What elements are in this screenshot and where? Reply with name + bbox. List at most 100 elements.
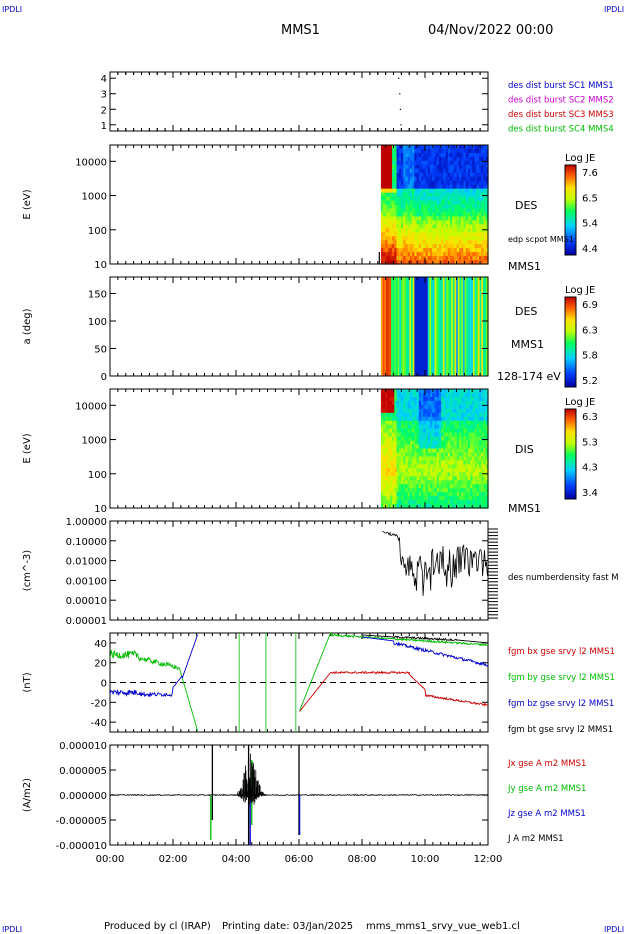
heatmap-cell xyxy=(416,456,420,461)
y-axis-label: (cm^-3) xyxy=(22,550,33,591)
heatmap-cell xyxy=(396,464,400,469)
heatmap-cell xyxy=(472,220,476,225)
heatmap-cell xyxy=(432,220,436,225)
heatmap-cell xyxy=(481,192,485,198)
heatmap-cell xyxy=(450,192,453,198)
heatmap-cell xyxy=(445,224,449,229)
heatmap-cell xyxy=(474,152,478,158)
heatmap-cell xyxy=(414,156,418,162)
side-label: MMS1 xyxy=(508,502,541,515)
heatmap-cell xyxy=(481,228,485,233)
heatmap-cell xyxy=(467,440,471,446)
heatmap-cell xyxy=(421,236,424,241)
heatmap-cell xyxy=(425,456,429,461)
heatmap-cell xyxy=(450,156,453,162)
heatmap-cell xyxy=(392,196,395,202)
heatmap-cell xyxy=(436,488,440,493)
heatmap-cell xyxy=(394,420,398,426)
heatmap-cell xyxy=(416,416,420,422)
heatmap-cell xyxy=(385,172,389,178)
panel-frame xyxy=(109,71,489,132)
heatmap-cell xyxy=(461,232,465,237)
heatmap-cell xyxy=(425,476,429,481)
heatmap-cell xyxy=(481,172,485,178)
heatmap-cell xyxy=(479,392,482,398)
heatmap-cell xyxy=(447,260,451,265)
heatmap-cell xyxy=(421,440,424,446)
heatmap-cell xyxy=(463,476,467,481)
heatmap-cell xyxy=(461,172,465,178)
heatmap-cell xyxy=(396,196,400,202)
heatmap-cell xyxy=(403,200,407,206)
heatmap-cell xyxy=(380,400,384,406)
heatmap-cell xyxy=(445,156,449,162)
heatmap-cell xyxy=(418,224,422,229)
heatmap-cell xyxy=(418,200,422,206)
heatmap-cell xyxy=(402,277,405,376)
fgm-bz-line xyxy=(109,634,489,698)
heatmap-cell xyxy=(436,484,440,489)
heatmap-cell xyxy=(476,212,480,217)
heatmap-cell xyxy=(481,496,485,501)
heatmap-cell xyxy=(474,156,478,162)
heatmap-cell xyxy=(423,496,427,501)
heatmap-cell xyxy=(421,472,424,477)
heatmap-cell xyxy=(389,212,393,217)
heatmap-cell xyxy=(380,212,384,217)
heatmap-cell xyxy=(472,492,476,497)
heatmap-cell xyxy=(445,440,449,446)
heatmap-cell xyxy=(400,412,404,418)
heatmap-cell xyxy=(454,500,458,505)
heatmap-cell xyxy=(467,228,471,233)
heatmap-cell xyxy=(429,252,433,257)
heatmap-cell xyxy=(394,396,398,402)
heatmap-cell xyxy=(472,468,476,473)
heatmap-cell xyxy=(461,452,465,458)
heatmap-cell xyxy=(414,420,418,426)
heatmap-cell xyxy=(436,452,440,458)
heatmap-cell xyxy=(461,480,465,485)
heatmap-cell xyxy=(396,188,400,194)
heatmap-cell xyxy=(465,256,469,261)
heatmap-cell xyxy=(483,148,487,154)
heatmap-cell xyxy=(481,184,485,190)
heatmap-cell xyxy=(436,492,440,497)
heatmap-cell xyxy=(476,440,480,446)
heatmap-cell xyxy=(443,216,447,221)
heatmap-cell xyxy=(441,252,444,257)
heatmap-cell xyxy=(412,492,415,497)
heatmap-cell xyxy=(425,504,429,509)
heatmap-cell xyxy=(405,156,409,162)
heatmap-cell xyxy=(436,248,440,253)
heatmap-cell xyxy=(387,236,391,241)
heatmap-cell xyxy=(421,224,424,229)
heatmap-cell xyxy=(456,484,460,489)
heatmap-cell xyxy=(400,212,404,217)
heatmap-cell xyxy=(400,476,404,481)
heatmap-cell xyxy=(476,408,480,414)
heatmap-cell xyxy=(414,500,418,505)
colorbar-tick-label: 5.2 xyxy=(582,376,598,387)
heatmap-cell xyxy=(418,432,422,438)
heatmap-cell xyxy=(458,448,462,454)
heatmap-cell xyxy=(474,228,478,233)
heatmap-cell xyxy=(423,468,427,473)
heatmap-cell xyxy=(445,468,449,473)
heatmap-cell xyxy=(481,432,485,438)
heatmap-cell xyxy=(380,404,384,410)
heatmap-cell xyxy=(416,428,420,434)
heatmap-cell xyxy=(474,252,478,257)
heatmap-cell xyxy=(467,145,471,150)
y-tick-label: 0.01000 xyxy=(66,557,107,568)
heatmap-cell xyxy=(441,500,444,505)
heatmap-cell xyxy=(445,260,449,265)
heatmap-cell xyxy=(485,232,489,237)
heatmap-cell xyxy=(458,500,462,505)
heatmap-cell xyxy=(383,200,386,206)
heatmap-cell xyxy=(441,168,444,174)
heatmap-cell xyxy=(396,456,400,461)
heatmap-cell xyxy=(380,232,384,237)
heatmap-cell xyxy=(389,172,393,178)
heatmap-cell xyxy=(414,432,418,438)
heatmap-cell xyxy=(429,172,433,178)
